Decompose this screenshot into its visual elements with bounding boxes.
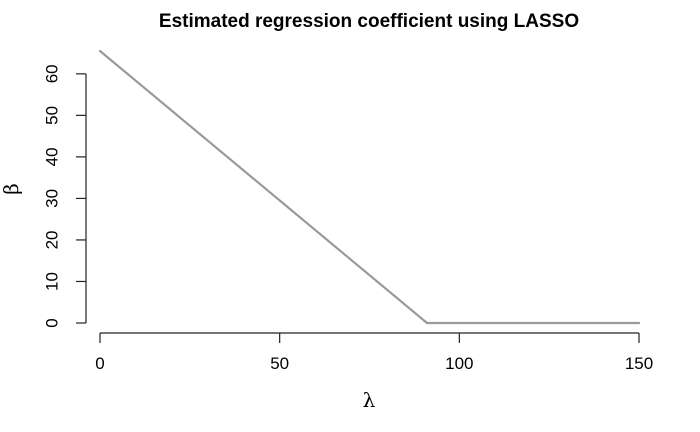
chart-title: Estimated regression coefficient using L…: [159, 11, 579, 32]
x-axis-label: λ: [363, 388, 376, 412]
y-axis: 0 10 20 30 40 50 60 β: [0, 64, 87, 328]
y-tick-label: 0: [42, 318, 61, 327]
y-tick-label: 50: [42, 106, 61, 125]
y-tick-label: 60: [42, 64, 61, 83]
series-line-1: [98, 49, 641, 325]
series-layer: [98, 49, 641, 325]
y-tick-label: 10: [42, 272, 61, 291]
x-tick-label: 150: [625, 354, 653, 373]
x-tick-label: 0: [95, 354, 104, 373]
y-tick-label: 40: [42, 147, 61, 166]
y-tick-label: 30: [42, 189, 61, 208]
y-axis-ticks: 0 10 20 30 40 50 60: [42, 64, 86, 328]
y-tick-label: 20: [42, 230, 61, 249]
x-tick-label: 50: [270, 354, 289, 373]
x-tick-label: 100: [445, 354, 473, 373]
y-axis-label: β: [0, 183, 23, 195]
x-axis: 0 50 100 150 λ: [95, 332, 653, 412]
x-axis-ticks: 0 50 100 150: [95, 333, 653, 373]
